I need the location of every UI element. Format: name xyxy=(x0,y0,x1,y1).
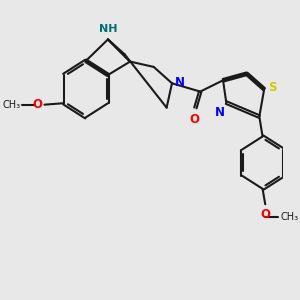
Text: CH₃: CH₃ xyxy=(280,212,298,222)
Text: O: O xyxy=(32,98,42,111)
Text: NH: NH xyxy=(99,24,118,34)
Text: CH₃: CH₃ xyxy=(2,100,20,110)
Text: N: N xyxy=(175,76,185,89)
Text: O: O xyxy=(189,113,199,126)
Text: S: S xyxy=(268,81,276,94)
Text: N: N xyxy=(215,106,225,118)
Text: O: O xyxy=(260,208,270,221)
